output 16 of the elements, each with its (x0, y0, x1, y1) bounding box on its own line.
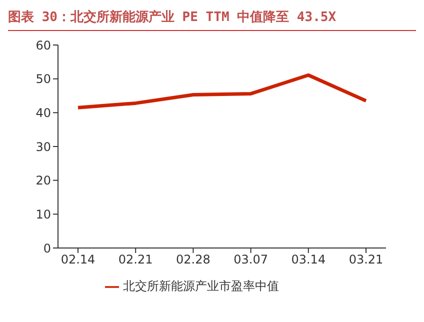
y-tick-label: 0 (43, 241, 51, 256)
x-tick-label: 03.21 (348, 252, 384, 267)
line-series (76, 73, 368, 110)
x-tick-label: 03.07 (234, 252, 268, 267)
x-tick-label: 02.28 (176, 252, 210, 267)
y-tick-label: 40 (36, 106, 51, 120)
y-tick-label: 30 (36, 140, 51, 154)
x-tick-label: 02.14 (60, 252, 96, 267)
y-tick-label: 60 (36, 38, 51, 52)
y-tick-label: 10 (36, 207, 51, 222)
y-tick-label: 50 (36, 72, 51, 86)
y-tick-label: 20 (36, 174, 51, 188)
x-tick-label: 02.21 (118, 252, 153, 267)
chart-title: 图表 30：北交所新能源产业 PE TTM 中值降至 43.5X (8, 8, 416, 31)
x-tick-label: 03.14 (291, 252, 326, 267)
legend-label: 北交所新能源产业市盈率中值 (123, 279, 279, 293)
